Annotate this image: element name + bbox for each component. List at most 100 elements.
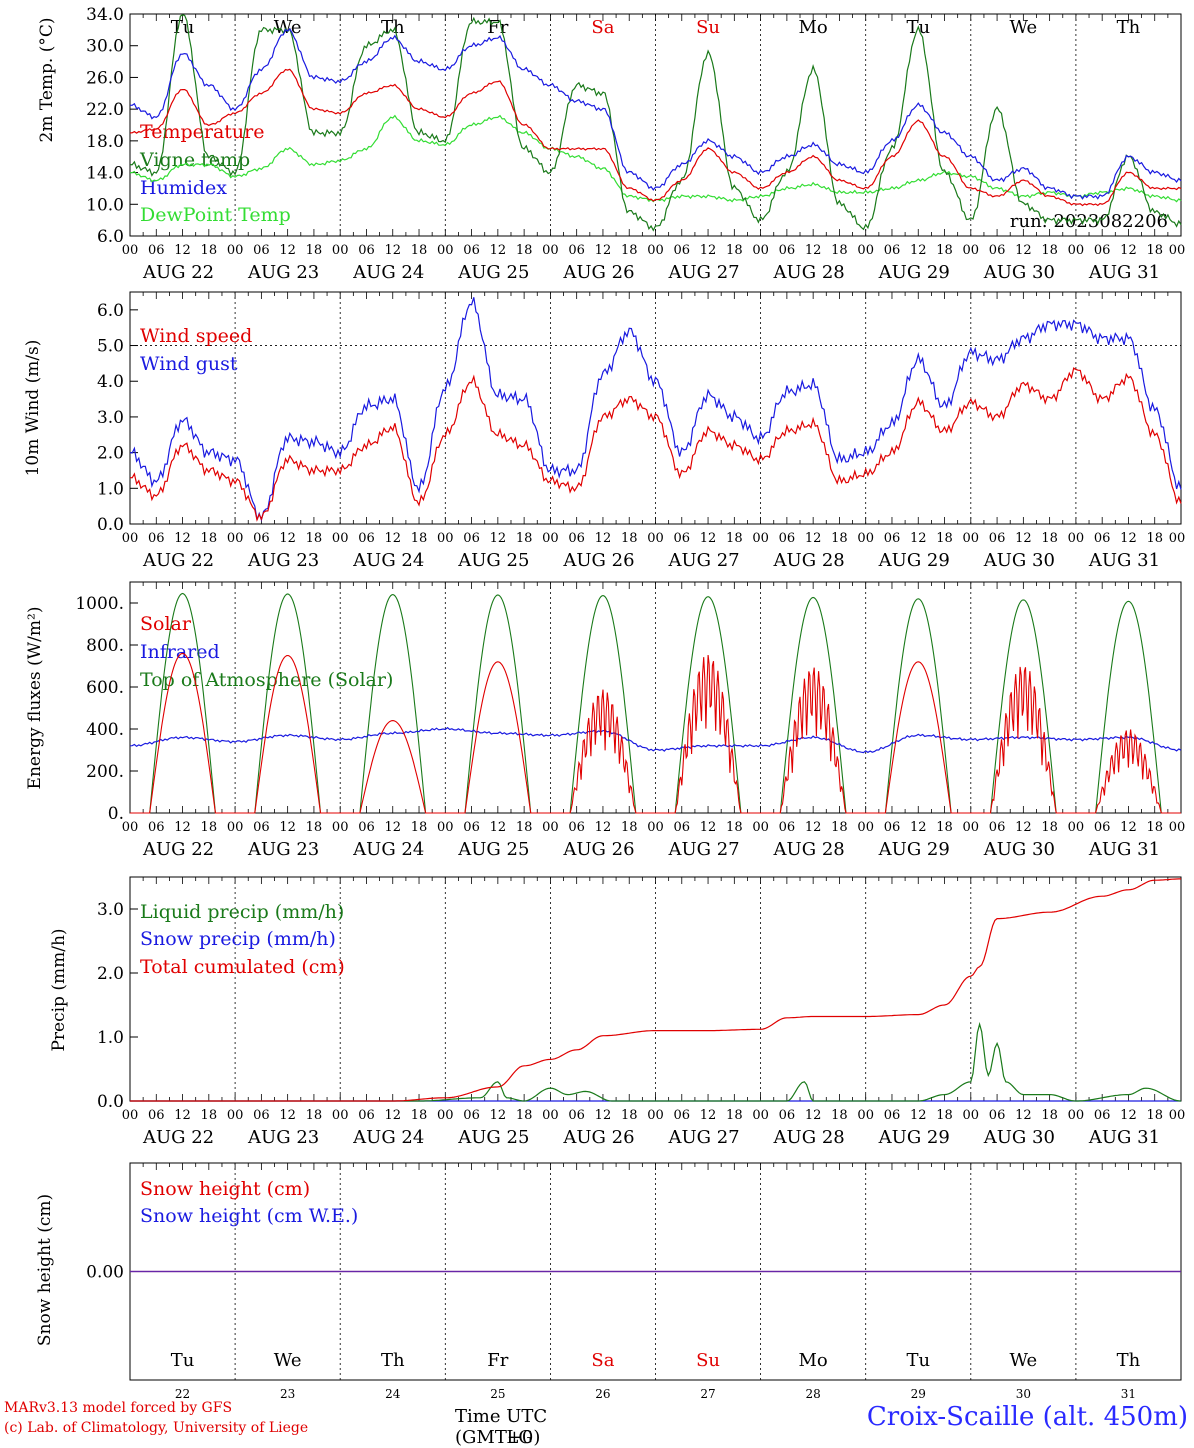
x-hour-label: 18 (1146, 243, 1163, 258)
x-hour-label: 00 (437, 531, 454, 546)
x-hour-label: 18 (1146, 531, 1163, 546)
x-hour-label: 18 (726, 1108, 743, 1123)
x-hour-label: 12 (805, 820, 822, 835)
x-hour-label: 06 (568, 531, 585, 546)
x-hour-label: 18 (306, 820, 323, 835)
weekday-label: Mo (799, 17, 828, 38)
x-hour-label: 12 (595, 243, 612, 258)
x-hour-label: 06 (989, 820, 1006, 835)
y-axis-label: Precip (mm/h) (49, 928, 69, 1051)
y-tick-label: 6.0 (97, 301, 124, 321)
x-hour-label: 00 (332, 531, 349, 546)
x-hour-label: 06 (989, 1108, 1006, 1123)
x-hour-label: 06 (779, 1108, 796, 1123)
x-hour-label: 00 (437, 243, 454, 258)
x-hour-label: 12 (279, 243, 296, 258)
solar-line (130, 652, 1181, 814)
x-hour-label: 06 (253, 243, 270, 258)
y-tick-label: 800. (86, 636, 124, 656)
x-hour-label: 12 (279, 1108, 296, 1123)
y-axis-label: Snow height (cm) (35, 1194, 55, 1346)
x-date-label: AUG 22 (142, 262, 214, 283)
x-hour-label: 06 (1094, 1108, 1111, 1123)
x-hour-label: 00 (647, 820, 664, 835)
y-tick-label: 10.0 (86, 195, 124, 215)
y-tick-label: 400. (86, 720, 124, 740)
x-date-label: AUG 23 (247, 550, 319, 571)
x-hour-label: 06 (358, 820, 375, 835)
y-tick-label: 2.0 (97, 444, 124, 464)
x-hour-label: 06 (1094, 243, 1111, 258)
y-tick-label: 0.0 (97, 515, 124, 535)
day-number-label: 23 (280, 1387, 295, 1401)
x-hour-label: 18 (936, 820, 953, 835)
dewpoint-line (129, 114, 1182, 203)
legend-snow-height-cm-w-e-: Snow height (cm W.E.) (140, 1205, 358, 1227)
x-date-label: AUG 27 (667, 839, 739, 860)
x-hour-label: 06 (148, 820, 165, 835)
x-date-label: AUG 24 (352, 550, 424, 571)
x-hour-label: 06 (358, 531, 375, 546)
x-hour-label: 06 (884, 1108, 901, 1123)
weekday-label: Th (381, 1350, 405, 1371)
x-hour-label: 18 (831, 820, 848, 835)
x-date-label: AUG 24 (352, 839, 424, 860)
x-hour-label: 12 (805, 243, 822, 258)
x-hour-label: 06 (674, 820, 691, 835)
x-hour-label: 00 (752, 531, 769, 546)
y-tick-label: 22.0 (86, 100, 124, 120)
x-hour-label: 00 (857, 1108, 874, 1123)
x-date-label: AUG 25 (457, 1127, 529, 1148)
y-tick-label: 5.0 (97, 337, 124, 357)
x-hour-label: 00 (752, 243, 769, 258)
x-hour-label: 06 (148, 1108, 165, 1123)
x-hour-label: 12 (700, 1108, 717, 1123)
x-hour-label: 18 (936, 1108, 953, 1123)
x-hour-label: 06 (463, 531, 480, 546)
day-number-label: 25 (490, 1387, 505, 1401)
x-hour-label: 18 (831, 1108, 848, 1123)
x-hour-label: 18 (936, 531, 953, 546)
x-hour-label: 12 (805, 1108, 822, 1123)
x-date-label: AUG 31 (1088, 1127, 1160, 1148)
x-hour-label: 18 (1041, 243, 1058, 258)
legend-snow-precip-mm-h-: Snow precip (mm/h) (140, 928, 336, 950)
x-hour-label: 06 (568, 820, 585, 835)
x-hour-label: 12 (490, 820, 507, 835)
x-date-label: AUG 26 (562, 1127, 634, 1148)
run-annotation: run: 2023082206 (1010, 211, 1168, 232)
x-hour-label: 12 (279, 820, 296, 835)
y-axis-label: 2m Temp. (°C) (37, 17, 57, 142)
x-hour-label: 00 (857, 820, 874, 835)
total-cumulated-line (130, 878, 1181, 1102)
x-hour-label: 18 (831, 243, 848, 258)
x-date-label: AUG 27 (667, 1127, 739, 1148)
x-date-label: AUG 28 (773, 839, 845, 860)
x-hour-label: 18 (621, 243, 638, 258)
x-hour-label: 06 (674, 1108, 691, 1123)
x-hour-label-end: 00 (1169, 1108, 1186, 1123)
y-tick-label: 3.0 (97, 900, 124, 920)
weekday-label: Th (1117, 1350, 1141, 1371)
legend-humidex: Humidex (140, 177, 227, 199)
x-hour-label: 06 (1094, 820, 1111, 835)
x-date-label: AUG 29 (878, 550, 950, 571)
x-date-label: AUG 22 (142, 550, 214, 571)
x-hour-label: 00 (963, 243, 980, 258)
x-hour-label: 06 (779, 820, 796, 835)
weekday-label: Th (381, 17, 405, 38)
y-tick-label: 0.0 (97, 1092, 124, 1112)
x-hour-label: 12 (384, 1108, 401, 1123)
weekday-label: Tu (171, 17, 195, 38)
x-hour-label: 18 (306, 1108, 323, 1123)
weekday-label: We (274, 17, 302, 38)
x-hour-label: 18 (201, 820, 218, 835)
x-hour-label: 06 (674, 531, 691, 546)
x-hour-label: 12 (174, 820, 191, 835)
x-hour-label: 06 (884, 531, 901, 546)
weekday-label: Th (1117, 17, 1141, 38)
x-hour-label: 12 (1120, 1108, 1137, 1123)
x-hour-label: 12 (910, 531, 927, 546)
y-axis-label: 10m Wind (m/s) (23, 340, 43, 477)
x-hour-label: 00 (122, 1108, 139, 1123)
